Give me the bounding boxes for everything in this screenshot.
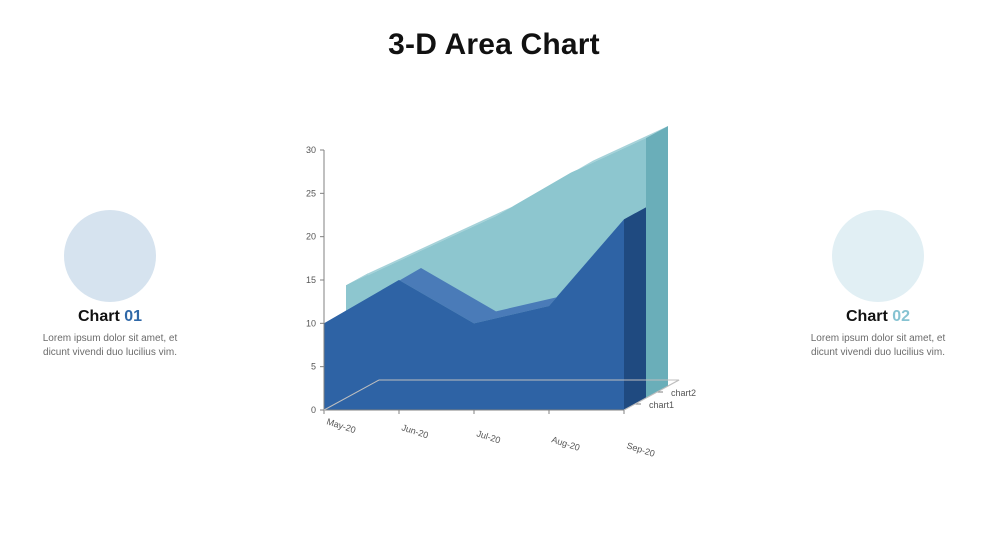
svg-text:15: 15 bbox=[306, 275, 316, 285]
svg-text:0: 0 bbox=[311, 405, 316, 415]
svg-text:10: 10 bbox=[306, 318, 316, 328]
badge-right: Chart 02 Lorem ipsum dolor sit amet, et … bbox=[798, 210, 958, 359]
badge-left: Chart 01 Lorem ipsum dolor sit amet, et … bbox=[30, 210, 190, 359]
svg-text:20: 20 bbox=[306, 232, 316, 242]
badge-left-label: Chart 01 bbox=[30, 308, 190, 326]
chart-svg: 0 5 10 15 20 25 30 May-20 Jun-20 Jul-20 Aug-20 Sep-… bbox=[254, 120, 734, 500]
badge-right-circle bbox=[832, 210, 924, 302]
svg-text:Sep-20: Sep-20 bbox=[625, 440, 656, 458]
svg-text:Jul-20: Jul-20 bbox=[475, 428, 501, 445]
svg-text:25: 25 bbox=[306, 188, 316, 198]
badge-right-label-num: 02 bbox=[892, 308, 910, 325]
svg-text:May-20: May-20 bbox=[325, 416, 357, 435]
badge-left-circle bbox=[64, 210, 156, 302]
page-title: 3-D Area Chart bbox=[0, 28, 988, 62]
svg-text:chart1: chart1 bbox=[649, 400, 674, 410]
svg-text:5: 5 bbox=[311, 362, 316, 372]
svg-text:Jun-20: Jun-20 bbox=[400, 422, 429, 440]
badge-right-label-prefix: Chart bbox=[846, 308, 892, 325]
svg-text:30: 30 bbox=[306, 145, 316, 155]
badge-right-label: Chart 02 bbox=[798, 308, 958, 326]
badge-left-label-prefix: Chart bbox=[78, 308, 124, 325]
area-3d-chart: 0 5 10 15 20 25 30 May-20 Jun-20 Jul-20 Aug-20 Sep-… bbox=[254, 120, 734, 500]
badge-left-label-num: 01 bbox=[124, 308, 142, 325]
svg-text:Aug-20: Aug-20 bbox=[550, 434, 581, 452]
badge-right-desc: Lorem ipsum dolor sit amet, et dicunt vi… bbox=[798, 332, 958, 359]
badge-left-desc: Lorem ipsum dolor sit amet, et dicunt vi… bbox=[30, 332, 190, 359]
svg-text:chart2: chart2 bbox=[671, 388, 696, 398]
